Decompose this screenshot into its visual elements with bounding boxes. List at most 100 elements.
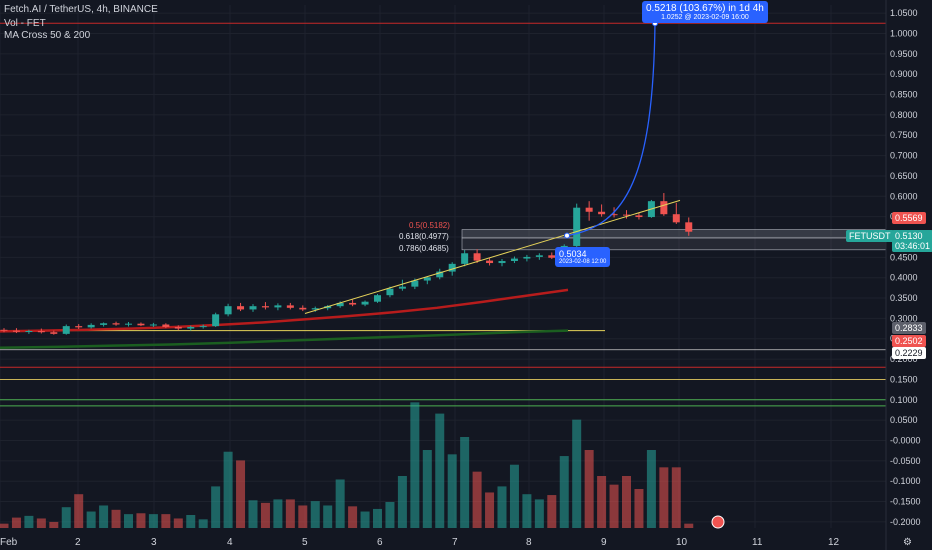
candle-body	[374, 295, 381, 302]
candle-body	[237, 306, 245, 310]
price-tick-label: 0.9000	[890, 69, 918, 79]
time-tick-label: 3	[151, 537, 157, 548]
price-tick-label: -0.1500	[890, 497, 921, 507]
bar-countdown: 03:46:01	[895, 241, 931, 251]
candle-body	[660, 201, 668, 215]
volume-bar	[659, 467, 669, 528]
candle-body	[423, 277, 431, 281]
economic-event-icon	[711, 515, 725, 529]
price-tick-label: 0.4500	[890, 252, 918, 262]
volume-indicator-label[interactable]: Vol - FET	[4, 18, 46, 29]
candle-body	[50, 332, 58, 334]
price-tick-label: 0.6000	[890, 191, 918, 201]
symbol-label: FETUSDT	[846, 230, 894, 242]
price-tick-label: 0.8000	[890, 110, 918, 120]
candle-body	[249, 306, 257, 310]
fib-zone-lower	[461, 237, 887, 251]
volume-bar	[360, 511, 370, 528]
settings-gear-icon[interactable]: ⚙	[903, 537, 912, 548]
price-tick-label: 1.0500	[890, 8, 918, 18]
candle-body	[498, 261, 506, 264]
price-tick-label: -0.2000	[890, 517, 921, 527]
candle-body	[75, 326, 83, 328]
forecast-start-callout[interactable]: 0.5034 2023-02-08 12:00	[555, 247, 611, 267]
volume-bar	[509, 464, 519, 528]
price-tick-label: 0.0500	[890, 415, 918, 425]
forecast-start-point	[564, 232, 570, 239]
candle-body	[386, 288, 394, 296]
time-tick-label: 6	[377, 537, 383, 548]
candle-body	[37, 331, 45, 333]
candle-body	[336, 302, 344, 307]
price-label-red: 0.2502	[892, 335, 926, 347]
candle-body	[299, 307, 307, 310]
time-tick-label: 9	[601, 537, 607, 548]
volume-bar	[24, 515, 34, 528]
ma-cross-indicator-label[interactable]: MA Cross 50 & 200	[4, 30, 91, 41]
forecast-target-date: 1.0252 @ 2023-02-09 16:00	[661, 14, 749, 21]
volume-bar	[74, 494, 84, 528]
volume-bar	[173, 518, 183, 528]
volume-bar	[646, 450, 656, 528]
price-tick-label: 0.2000	[890, 354, 918, 364]
candle-body	[685, 222, 693, 232]
price-tick-label: 1.0000	[890, 28, 918, 38]
volume-bar	[36, 518, 46, 528]
time-tick-label: 8	[526, 537, 532, 548]
candle-body	[623, 214, 630, 216]
candle-body	[62, 326, 70, 334]
volume-bar	[211, 486, 221, 528]
fib-level-050: 0.5(0.5182)	[409, 221, 450, 230]
candle-body	[486, 260, 494, 264]
volume-bar	[559, 456, 569, 528]
time-tick-label: Feb	[0, 537, 18, 548]
volume-bar	[335, 479, 345, 528]
volume-bar	[522, 494, 532, 528]
price-tick-label: 0.4000	[890, 273, 918, 283]
volume-bar	[497, 486, 507, 528]
candle-body	[12, 330, 20, 332]
volume-bar	[410, 402, 420, 528]
price-tick-label: 0.7500	[890, 130, 918, 140]
candle-body	[125, 323, 132, 325]
price-label-white: 0.2229	[892, 347, 926, 359]
time-tick-label: 10	[676, 537, 688, 548]
candle-body	[0, 329, 8, 331]
time-tick-label: 11	[752, 537, 763, 548]
volume-bar	[273, 499, 283, 528]
volume-bar	[111, 509, 121, 528]
candle-body	[149, 324, 157, 326]
chart-title: Fetch.AI / TetherUS, 4h, BINANCE	[4, 4, 158, 15]
volume-bar	[447, 454, 457, 528]
volume-bar	[61, 507, 71, 528]
candle-body	[212, 314, 220, 327]
volume-bar	[298, 505, 308, 528]
volume-bar	[547, 495, 557, 528]
price-tick-label: 0.1000	[890, 395, 918, 405]
volume-bar	[397, 476, 407, 528]
volume-bar	[0, 523, 9, 528]
fib-level-0786: 0.786(0.4685)	[399, 244, 449, 253]
volume-bar	[11, 517, 21, 528]
volume-bar	[99, 505, 109, 528]
volume-bar	[161, 514, 171, 528]
candle-body	[324, 306, 332, 309]
volume-bar	[584, 450, 594, 528]
candle-body	[224, 306, 232, 315]
volume-bar	[236, 460, 246, 528]
candle-body	[199, 326, 207, 328]
candle-body	[610, 214, 618, 216]
candle-body	[261, 306, 269, 308]
forecast-start-date: 2023-02-08 12:00	[559, 259, 607, 265]
last-price-value: 0.5130	[895, 231, 923, 241]
candle-body	[112, 323, 120, 325]
price-tick-label: 0.8500	[890, 90, 918, 100]
price-tick-label: 0.1500	[890, 374, 918, 384]
forecast-target-callout[interactable]: 0.5218 (103.67%) in 1d 4h 1.0252 @ 2023-…	[642, 1, 768, 23]
candle-body	[187, 326, 195, 329]
volume-bar	[136, 513, 146, 528]
candle-body	[174, 326, 182, 329]
candle-body	[87, 324, 95, 328]
volume-bar	[223, 451, 233, 528]
